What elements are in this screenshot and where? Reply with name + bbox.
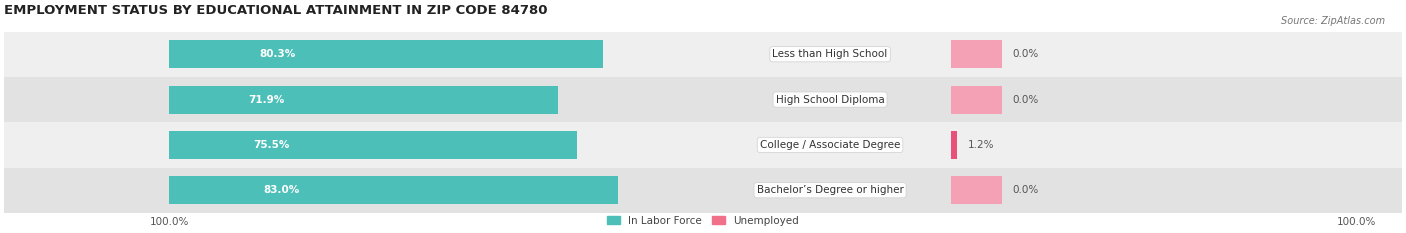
Bar <box>950 131 957 159</box>
Text: 1.2%: 1.2% <box>967 140 994 150</box>
Text: Less than High School: Less than High School <box>772 49 887 59</box>
Text: 0.0%: 0.0% <box>1012 49 1039 59</box>
Bar <box>950 40 1002 68</box>
Bar <box>4 31 1402 77</box>
Bar <box>950 176 1002 204</box>
Text: 80.3%: 80.3% <box>260 49 295 59</box>
Bar <box>4 122 1402 168</box>
Bar <box>169 131 576 159</box>
Legend: In Labor Force, Unemployed: In Labor Force, Unemployed <box>603 212 803 230</box>
Text: College / Associate Degree: College / Associate Degree <box>759 140 900 150</box>
Bar <box>4 168 1402 213</box>
Bar <box>4 77 1402 122</box>
Text: 100.0%: 100.0% <box>149 217 188 227</box>
Text: 0.0%: 0.0% <box>1012 95 1039 105</box>
Text: Source: ZipAtlas.com: Source: ZipAtlas.com <box>1281 16 1385 26</box>
Bar <box>950 86 1002 114</box>
Text: High School Diploma: High School Diploma <box>776 95 884 105</box>
Text: EMPLOYMENT STATUS BY EDUCATIONAL ATTAINMENT IN ZIP CODE 84780: EMPLOYMENT STATUS BY EDUCATIONAL ATTAINM… <box>4 4 548 17</box>
Text: Bachelor’s Degree or higher: Bachelor’s Degree or higher <box>756 185 904 195</box>
Text: 0.0%: 0.0% <box>1012 185 1039 195</box>
Text: 100.0%: 100.0% <box>1337 217 1376 227</box>
Text: 83.0%: 83.0% <box>263 185 299 195</box>
Bar <box>169 176 617 204</box>
Bar <box>169 86 558 114</box>
Text: 71.9%: 71.9% <box>249 95 284 105</box>
Text: 75.5%: 75.5% <box>253 140 290 150</box>
Bar <box>169 40 603 68</box>
